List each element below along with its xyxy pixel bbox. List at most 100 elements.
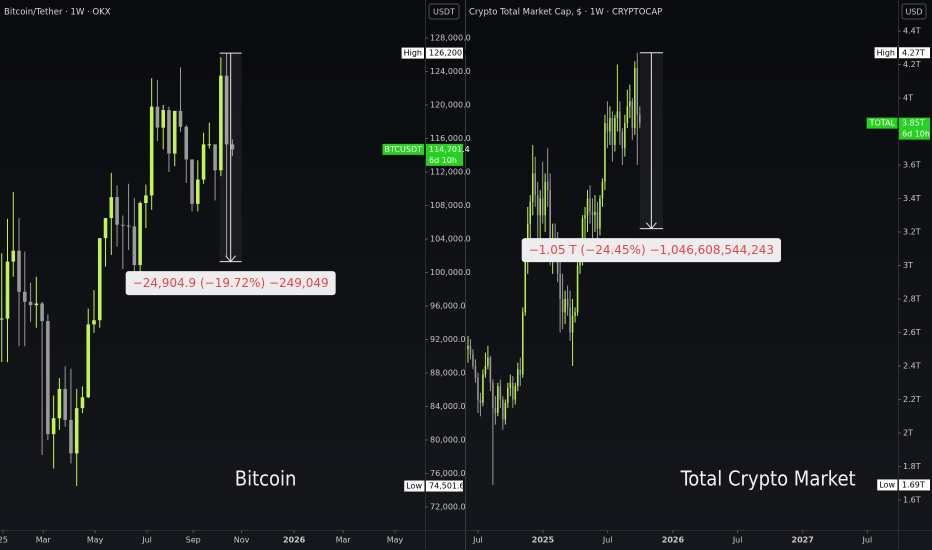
candle-body xyxy=(178,110,183,127)
candle-body xyxy=(161,110,165,128)
candle-body xyxy=(591,211,594,216)
y-tick-label: 92,000.0 xyxy=(430,335,466,344)
y-tick-label: 108,000.0 xyxy=(430,201,471,210)
y-tick-label: 1.8T xyxy=(903,462,921,471)
x-tick-label: May xyxy=(387,536,404,545)
y-tick-label: 104,000.0 xyxy=(430,234,471,243)
candle-body xyxy=(502,399,504,420)
candle-body xyxy=(92,320,96,325)
price-tag-label: Low xyxy=(879,480,895,489)
x-tick-label: 2027 xyxy=(792,536,814,545)
measure-label: −24,904.9 (−19.72%) −249,049 xyxy=(133,276,329,290)
price-badge-label: 1.69T xyxy=(902,480,925,489)
candle-body xyxy=(230,144,235,150)
candle-body xyxy=(634,67,636,129)
price-badge xyxy=(426,480,463,492)
candle-body xyxy=(507,387,509,403)
candle-body xyxy=(559,273,561,300)
y-tick-label: 88,000.0 xyxy=(430,368,466,377)
x-tick-label: Jul xyxy=(862,536,873,545)
x-tick-label: 2025 xyxy=(532,536,555,545)
candle-body xyxy=(196,179,200,204)
candle-body xyxy=(576,265,579,313)
plot-area xyxy=(0,53,235,487)
candle-body xyxy=(586,198,589,216)
price-badge-label: 114,701.4 xyxy=(429,145,470,154)
candle-body xyxy=(482,374,484,403)
measure-arrowhead xyxy=(645,222,657,230)
candle-body xyxy=(121,224,125,226)
candle-body xyxy=(138,202,142,265)
candle-body xyxy=(34,303,39,306)
y-tick-label: 2.6T xyxy=(903,328,921,337)
x-tick-label: Jul xyxy=(732,536,743,545)
candle-body xyxy=(207,144,212,146)
candle-body xyxy=(213,144,217,171)
price-tag-label: High xyxy=(877,48,895,57)
y-tick-label: 3T xyxy=(903,261,913,270)
watermark: Total Crypto Market xyxy=(680,467,856,491)
candle-body xyxy=(564,299,566,313)
candle-body xyxy=(144,195,148,203)
price-tag xyxy=(404,480,425,492)
candle-body xyxy=(51,418,56,435)
candle-body xyxy=(549,190,551,249)
candle-body xyxy=(172,110,177,154)
candle-body xyxy=(619,111,621,132)
y-tick-label: 4.4T xyxy=(903,26,921,35)
y-tick-label: 3.6T xyxy=(903,160,921,169)
measure-label: −1.05 T (−24.45%) −1,046,608,544,243 xyxy=(529,243,774,257)
price-tag xyxy=(401,47,424,59)
candle-body xyxy=(5,261,10,319)
candle-body xyxy=(536,195,539,216)
watermark: Bitcoin xyxy=(235,467,297,491)
candle-body xyxy=(489,357,492,383)
candle-body xyxy=(46,321,50,435)
price-badge xyxy=(426,143,463,166)
candle-body xyxy=(524,257,527,313)
candle-body xyxy=(479,399,482,403)
candle-body xyxy=(63,388,67,420)
candle-body xyxy=(544,181,546,216)
candle-body xyxy=(28,301,33,306)
candle-body xyxy=(484,366,487,375)
y-tick-label: 2.2T xyxy=(903,395,921,404)
unit-label: USD xyxy=(905,8,922,17)
candle-body xyxy=(571,315,574,333)
x-tick-label: 2026 xyxy=(662,536,685,545)
candle-body xyxy=(504,402,507,420)
price-badge xyxy=(899,47,930,59)
x-tick-label: Mar xyxy=(36,536,52,545)
candle-body xyxy=(132,226,137,265)
candle-body xyxy=(521,312,524,375)
candle-body xyxy=(579,262,581,266)
candle-body xyxy=(167,110,171,154)
price-badge-label: 4.27T xyxy=(902,48,925,57)
y-tick-label: 3.4T xyxy=(903,194,921,203)
x-tick-label: Sep xyxy=(186,536,201,545)
candle-body xyxy=(494,407,497,413)
price-tag-label: Low xyxy=(406,482,422,491)
x-tick-label: Jul xyxy=(472,536,483,545)
candle-body xyxy=(155,106,160,128)
price-tag xyxy=(874,47,897,59)
candle-body xyxy=(541,198,544,216)
candle-body xyxy=(609,118,611,132)
candle-body xyxy=(594,211,596,216)
countdown: 6d 10h xyxy=(902,130,930,139)
candle-body xyxy=(477,377,479,400)
candle-body xyxy=(109,197,114,219)
candle-body xyxy=(614,118,616,145)
candle-body xyxy=(492,382,494,408)
candle-body xyxy=(531,173,534,202)
candle-body xyxy=(74,408,79,454)
y-tick-label: 120,000.0 xyxy=(430,101,471,110)
y-tick-label: 124,000.0 xyxy=(430,67,471,76)
candle-body xyxy=(539,198,541,216)
y-tick-label: 2T xyxy=(903,429,913,438)
candle-body xyxy=(629,101,631,107)
candle-body xyxy=(621,131,624,149)
candle-body xyxy=(611,118,614,145)
